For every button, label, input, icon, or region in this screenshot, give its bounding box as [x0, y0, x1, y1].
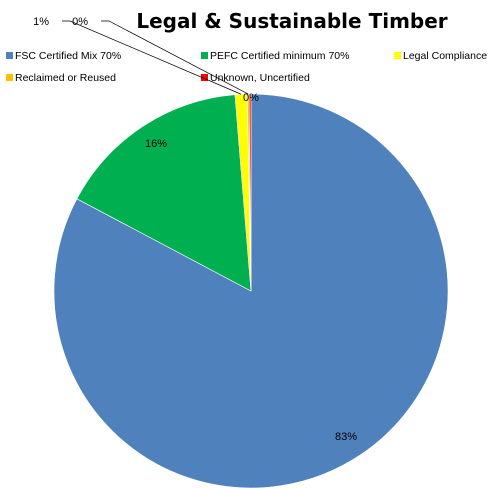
leader-line-reclaimed-or-reused [101, 20, 249, 95]
slice-pefc-certified-minimum-70 [76, 94, 252, 292]
data-label-pefc-certified-minimum-70: 16% [145, 138, 167, 150]
data-labels: 83% 16% 1% 0% 0% [33, 16, 357, 443]
pie-slices [53, 93, 449, 488]
legend-swatch-legal-compliance [394, 52, 401, 59]
legend-swatch-unknown-uncertified [201, 74, 208, 81]
legend-swatch-pefc-certified-minimum-70 [201, 52, 208, 59]
data-label-reclaimed-or-reused: 0% [72, 16, 88, 28]
legend-swatch-fsc-certified-mix-70 [6, 52, 13, 59]
slice-unknown-uncertified [248, 93, 252, 292]
legend-swatch-reclaimed-or-reused [6, 74, 13, 81]
legend-label-legal-compliance: Legal Compliance [403, 50, 487, 62]
data-label-unknown-uncertified: 0% [243, 92, 259, 104]
chart-title: Legal & Sustainable Timber [136, 9, 447, 33]
legend-label-reclaimed-or-reused: Reclaimed or Reused [15, 72, 116, 84]
legend-label-unknown-uncertified: Unknown, Uncertified [210, 72, 310, 84]
leader-lines [62, 20, 249, 95]
legend-label-pefc-certified-minimum-70: PEFC Certified minimum 70% [210, 50, 349, 62]
legend-label-fsc-certified-mix-70: FSC Certified Mix 70% [15, 50, 121, 62]
data-label-fsc-certified-mix-70: 83% [335, 431, 357, 443]
leader-line-legal-compliance [62, 20, 242, 95]
data-label-legal-compliance: 1% [33, 16, 49, 28]
legend: FSC Certified Mix 70% PEFC Certified mini… [6, 50, 487, 84]
